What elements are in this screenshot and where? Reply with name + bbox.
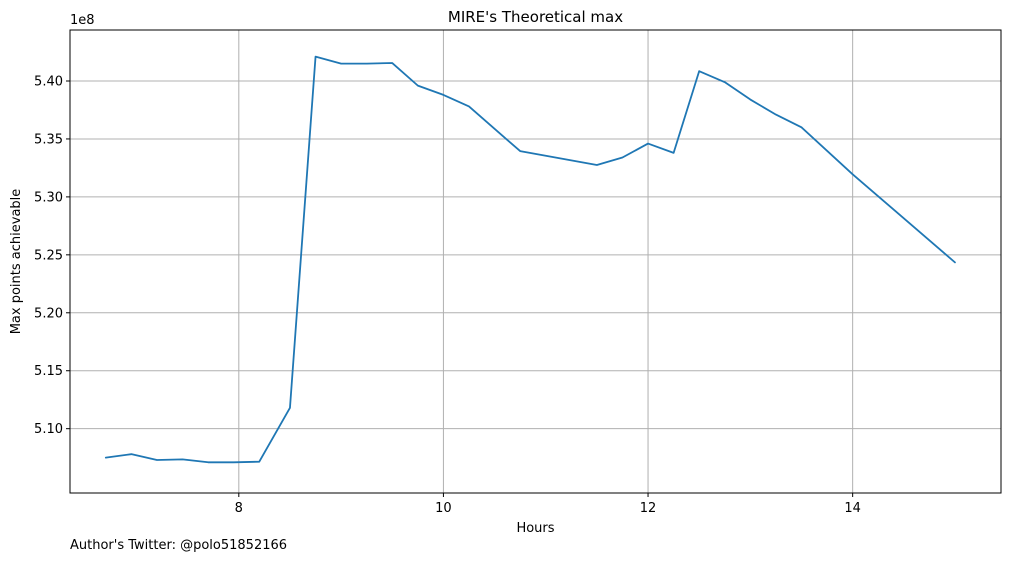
chart-title: MIRE's Theoretical max	[448, 8, 623, 26]
y-tick-label: 5.35	[34, 132, 63, 147]
y-tick-label: 5.20	[34, 306, 63, 321]
data-point	[232, 461, 234, 463]
data-point	[105, 456, 107, 458]
data-point	[519, 150, 521, 152]
series-line	[104, 55, 956, 464]
data-point	[156, 459, 158, 461]
data-point	[289, 407, 291, 409]
data-point	[698, 70, 700, 72]
y-tick-label: 5.40	[34, 74, 63, 89]
data-point	[130, 453, 132, 455]
x-tick-label: 12	[640, 501, 657, 516]
tick-layer: 8 10 12 14 5.10 5.15 5.20 5.25 5.30 5.35 5.40	[34, 74, 861, 516]
x-axis-label: Hours	[516, 521, 554, 536]
y-tick-label: 5.25	[34, 248, 63, 263]
data-point	[596, 164, 598, 166]
data-point	[417, 84, 419, 86]
x-tick-label: 8	[235, 501, 243, 516]
y-tick-label: 5.10	[34, 422, 63, 437]
y-axis-offset-text: 1e8	[70, 13, 95, 28]
data-point	[672, 152, 674, 154]
data-point	[181, 458, 183, 460]
data-point	[851, 173, 853, 175]
plot-frame	[69, 29, 1002, 494]
data-point	[800, 126, 802, 128]
data-point	[391, 62, 393, 64]
grid-layer	[70, 30, 1001, 493]
data-point	[749, 98, 751, 100]
data-point	[258, 461, 260, 463]
data-point	[775, 113, 777, 115]
y-tick-label: 5.15	[34, 364, 63, 379]
data-point	[647, 142, 649, 144]
data-point	[365, 62, 367, 64]
author-twitter-note: Author's Twitter: @polo51852166	[70, 538, 288, 553]
data-point	[207, 461, 209, 463]
data-point	[442, 94, 444, 96]
data-point	[340, 62, 342, 64]
x-tick-label: 10	[435, 501, 452, 516]
series-layer	[104, 55, 956, 464]
data-point	[724, 81, 726, 83]
y-tick-label: 5.30	[34, 190, 63, 205]
data-point	[954, 261, 956, 263]
x-tick-label: 14	[844, 501, 861, 516]
data-point	[621, 156, 623, 158]
data-point	[468, 105, 470, 107]
y-axis-label: Max points achievable	[9, 189, 24, 335]
data-point	[314, 55, 316, 57]
